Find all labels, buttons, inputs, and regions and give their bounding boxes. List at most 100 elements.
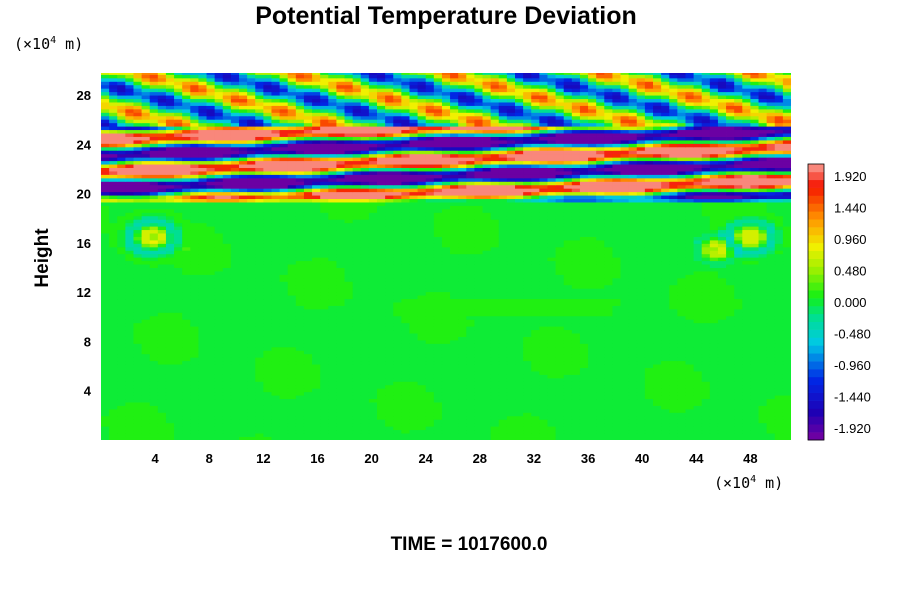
field-cell [539, 422, 548, 427]
field-cell [287, 371, 297, 375]
field-cell [588, 329, 597, 334]
field-cell [239, 405, 248, 410]
field-cell [255, 291, 264, 296]
field-cell [563, 391, 573, 396]
field-cell [709, 305, 719, 310]
field-cell [661, 412, 670, 417]
field-cell [677, 391, 686, 396]
field-cell [693, 377, 703, 382]
field-cell [450, 402, 459, 406]
field-cell [579, 419, 589, 424]
field-cell [604, 412, 613, 417]
field-cell [547, 312, 556, 317]
field-cell [149, 360, 159, 365]
field-cell [677, 308, 686, 313]
field-cell [385, 322, 394, 327]
field-cell [133, 381, 142, 386]
field-cell [555, 405, 565, 410]
field-cell [182, 271, 191, 275]
field-cell [385, 277, 394, 282]
field-cell [385, 429, 394, 434]
field-cell [701, 308, 711, 313]
field-cell [515, 277, 524, 282]
field-cell [547, 395, 556, 400]
field-cell [653, 281, 662, 286]
field-cell [206, 384, 216, 389]
field-cell [109, 246, 118, 251]
field-cell [539, 391, 548, 396]
field-cell [596, 426, 605, 431]
field-cell [263, 246, 272, 251]
field-cell [206, 367, 216, 372]
field-cell [101, 398, 110, 403]
field-cell [263, 281, 272, 286]
field-cell [230, 360, 240, 365]
field-cell [579, 308, 589, 313]
field-cell [620, 329, 630, 334]
field-cell [742, 395, 751, 400]
field-cell [206, 402, 216, 406]
field-cell [182, 381, 191, 386]
field-cell [588, 274, 597, 279]
field-cell [620, 253, 630, 258]
field-cell [563, 322, 573, 327]
field-cell [206, 412, 216, 417]
field-cell [693, 364, 703, 368]
field-cell [734, 312, 743, 317]
field-cell [766, 274, 776, 279]
field-cell [482, 340, 492, 344]
field-cell [588, 346, 597, 351]
field-cell [157, 346, 167, 351]
field-cell [531, 322, 540, 327]
field-cell [531, 240, 540, 244]
field-cell [336, 295, 345, 300]
field-cell [393, 274, 402, 279]
field-cell [620, 384, 630, 389]
field-cell [474, 353, 483, 358]
field-cell [255, 391, 264, 396]
field-cell [336, 291, 345, 296]
field-cell [588, 243, 597, 248]
field-cell [742, 408, 751, 413]
field-cell [653, 284, 662, 289]
field-cell [417, 291, 427, 296]
field-cell [604, 381, 613, 386]
field-cell [644, 405, 654, 410]
field-cell [360, 260, 370, 265]
field-cell [174, 284, 183, 289]
field-cell [644, 333, 654, 337]
field-cell [482, 264, 492, 268]
field-cell [782, 367, 791, 372]
field-cell [401, 353, 410, 358]
field-cell [352, 260, 362, 265]
field-cell [198, 277, 207, 282]
field-cell [482, 312, 492, 317]
field-cell [344, 367, 354, 372]
field-cell [490, 350, 500, 355]
field-cell [742, 398, 751, 403]
field-cell [750, 315, 759, 320]
field-cell [717, 322, 727, 327]
field-cell [726, 343, 735, 348]
field-cell [247, 377, 256, 382]
field-cell [101, 436, 110, 440]
field-cell [571, 422, 581, 427]
field-cell [515, 312, 524, 317]
field-cell [604, 405, 613, 410]
field-cell [271, 371, 280, 375]
field-cell [693, 250, 703, 255]
field-cell [474, 346, 483, 351]
field-cell [604, 264, 613, 268]
field-cell [271, 298, 280, 303]
field-cell [515, 412, 524, 417]
field-cell [352, 360, 362, 365]
field-cell [547, 315, 556, 320]
field-cell [709, 312, 719, 317]
field-cell [230, 374, 240, 379]
field-cell [579, 253, 589, 258]
field-cell [588, 250, 597, 255]
field-cell [726, 271, 735, 275]
field-cell [653, 374, 662, 379]
field-cell [693, 391, 703, 396]
field-cell [693, 381, 703, 386]
